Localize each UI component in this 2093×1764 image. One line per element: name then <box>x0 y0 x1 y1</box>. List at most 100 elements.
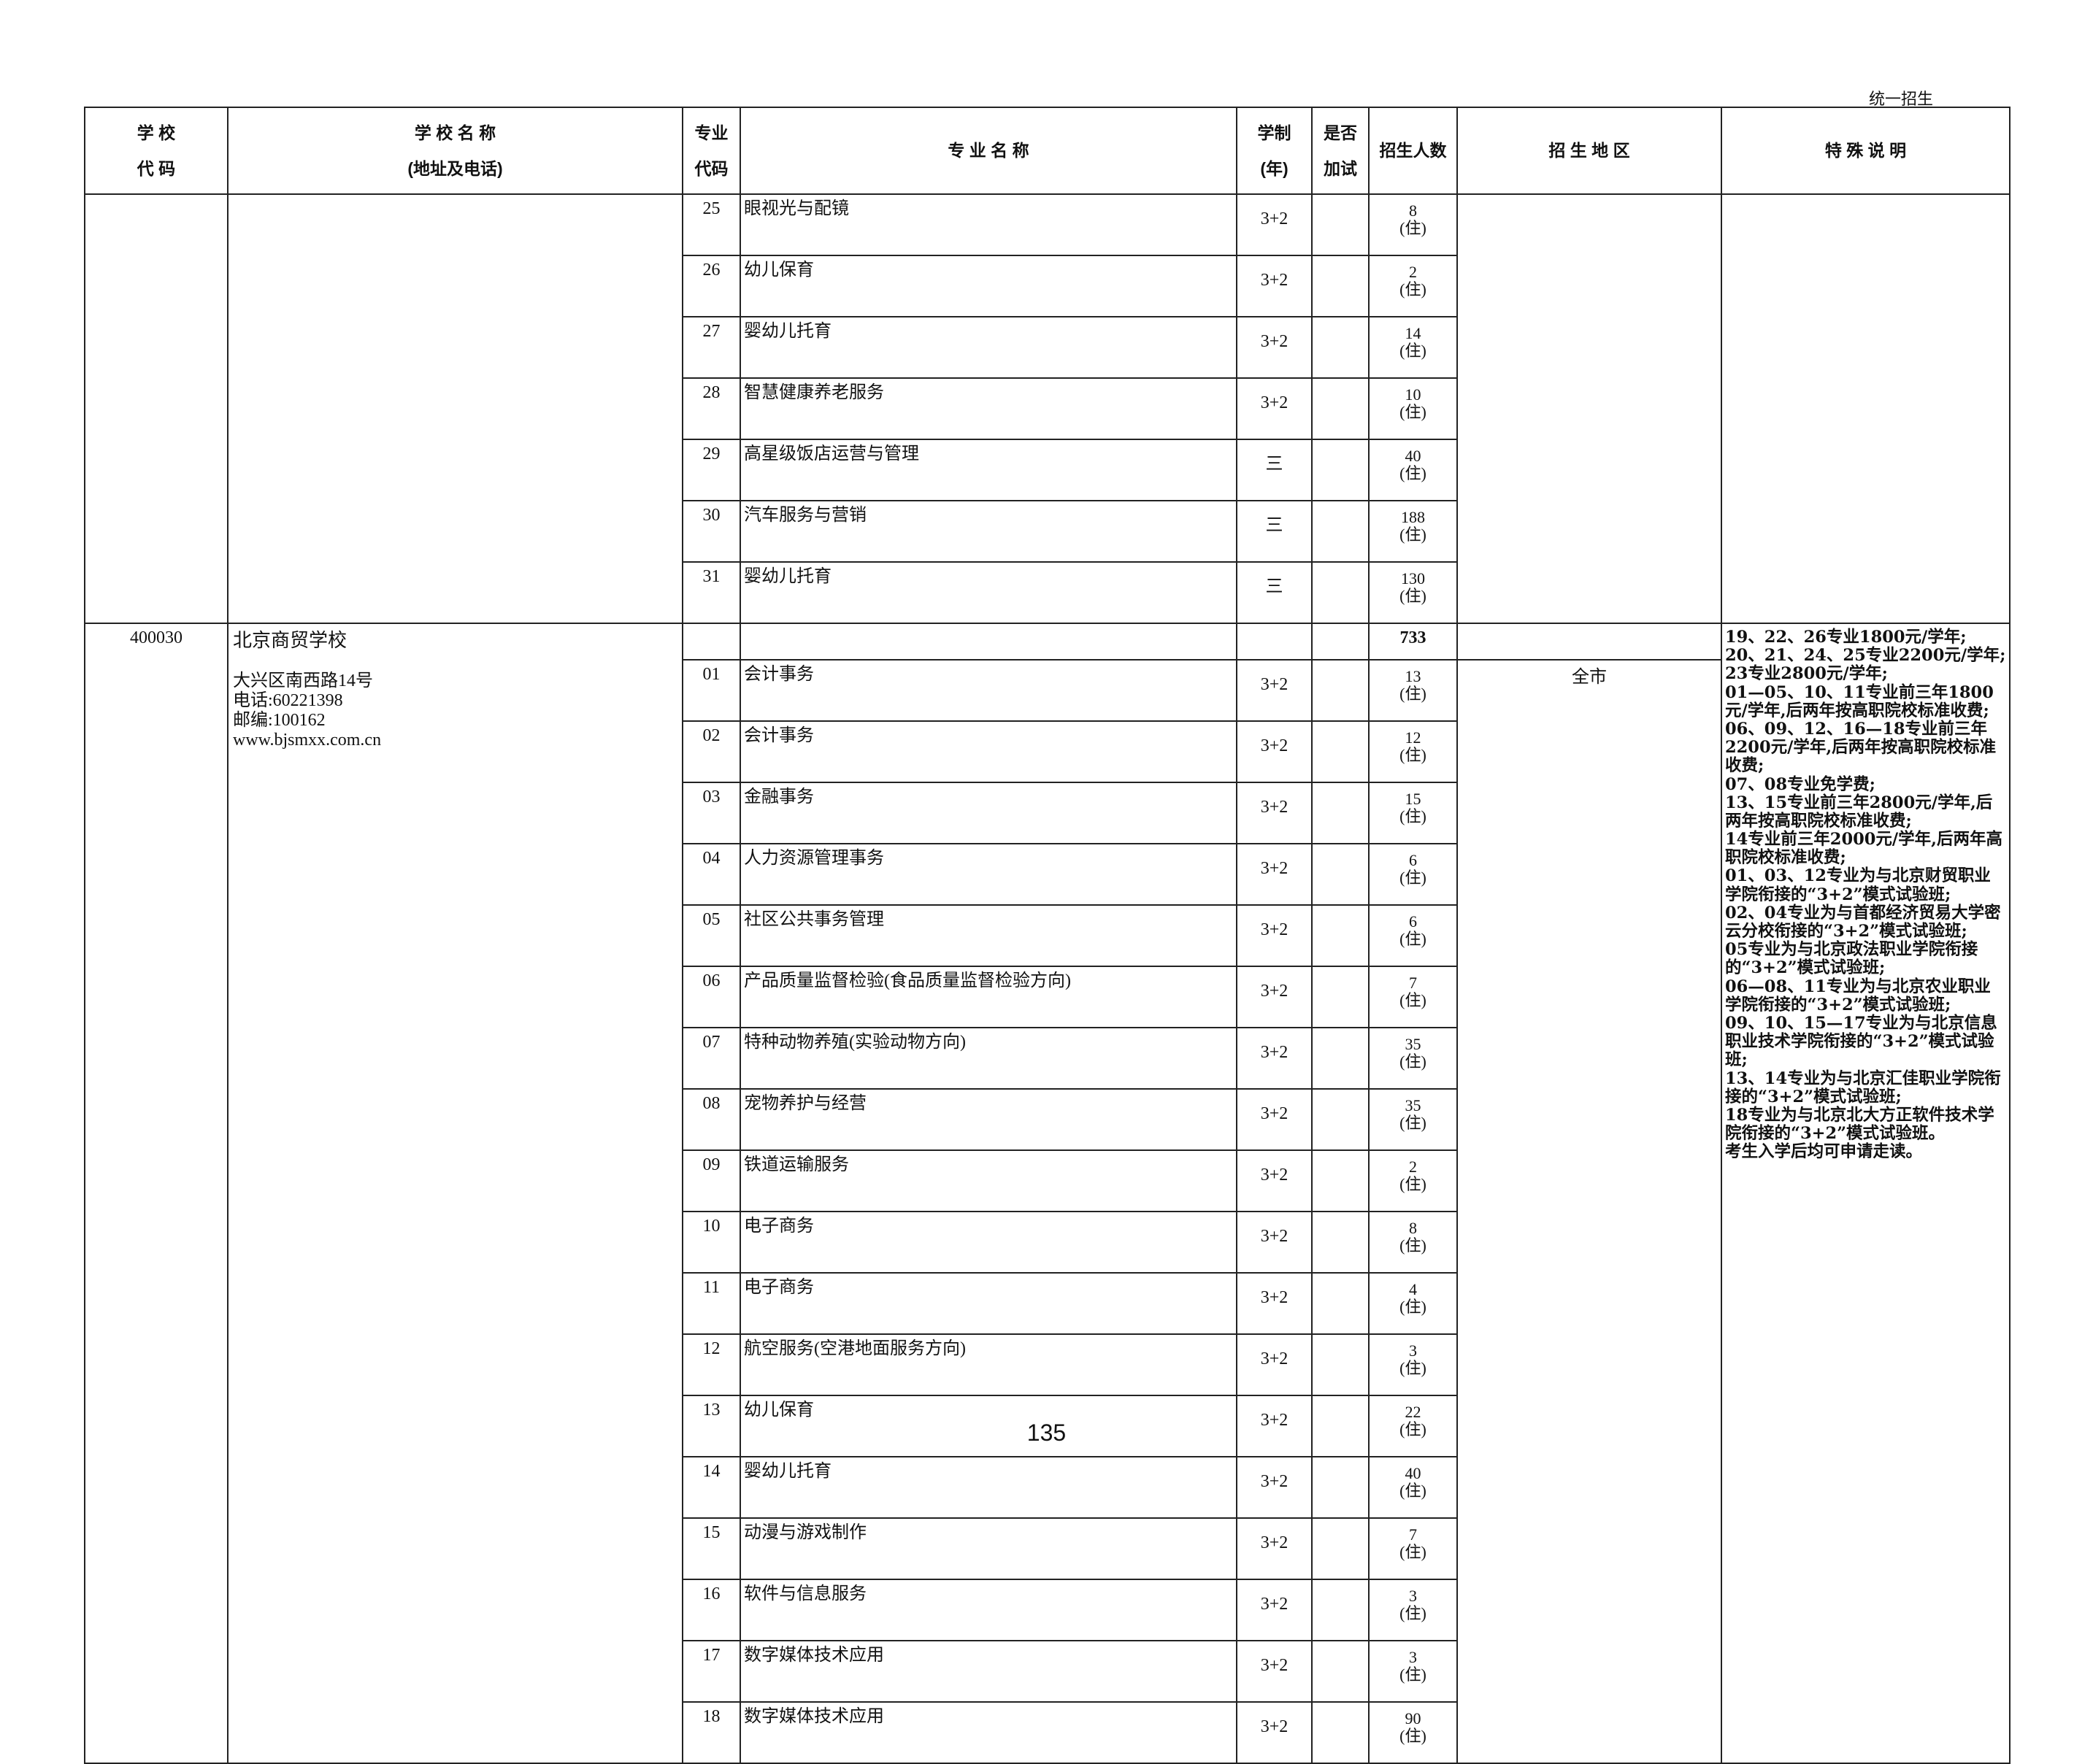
extra-test <box>1311 500 1370 563</box>
major-name: 电子商务 <box>740 1272 1237 1335</box>
header-major-code: 专业 代码 <box>682 107 741 195</box>
enrollment-region: 全市 <box>1456 659 1722 1764</box>
extra-test <box>1311 1088 1370 1151</box>
boarding-mark: (住) <box>1399 745 1426 764</box>
major-name: 社区公共事务管理 <box>740 904 1237 967</box>
duration: 3+2 <box>1236 1149 1313 1212</box>
major-name: 产品质量监督检验(食品质量监督检验方向) <box>740 966 1237 1028</box>
note-line: 18专业为与北京北大方正软件技术学院衔接的“3+2”模式试验班。 <box>1725 1105 1994 1144</box>
major-name: 幼儿保育 <box>740 255 1237 317</box>
boarding-mark: (住) <box>1399 341 1426 360</box>
major-name: 婴幼儿托育 <box>740 561 1237 624</box>
duration: 3+2 <box>1236 1640 1313 1703</box>
header-major-name: 专 业 名 称 <box>740 107 1237 195</box>
note-line: 07、08专业免学费; <box>1725 774 1875 794</box>
quota-count: 15 <box>1405 790 1421 808</box>
quota-count: 188 <box>1401 508 1425 526</box>
major-code: 30 <box>682 500 741 563</box>
boarding-mark: (住) <box>1399 1236 1426 1255</box>
quota: 4 (住) <box>1368 1272 1458 1335</box>
major-code: 07 <box>682 1027 741 1090</box>
boarding-mark: (住) <box>1399 1603 1426 1622</box>
quota: 15 (住) <box>1368 782 1458 844</box>
major-code: 13 <box>682 1395 741 1457</box>
school-postcode: 邮编:100162 <box>233 710 326 730</box>
table-row: 05 社区公共事务管理 3+2 6 (住) <box>85 904 2010 967</box>
extra-test <box>1311 439 1370 501</box>
extra-test <box>1311 782 1370 844</box>
quota: 10 (住) <box>1368 377 1458 440</box>
duration: 3+2 <box>1236 904 1313 967</box>
note-line: 20、21、24、25专业2200元/学年; <box>1725 646 2006 666</box>
note-line: 05专业为与北京政法职业学院衔接的“3+2”模式试验班; <box>1725 940 1978 978</box>
school-code-cell <box>84 193 228 624</box>
major-name: 特种动物养殖(实验动物方向) <box>740 1027 1237 1090</box>
header-region: 招 生 地 区 <box>1456 107 1722 195</box>
page-category-label: 统一招生 <box>1869 90 1934 108</box>
table-row: 13 幼儿保育 3+2 22 (住) <box>85 1395 2010 1457</box>
major-name: 数字媒体技术应用 <box>740 1701 1237 1764</box>
header-duration: 学制 (年) <box>1236 107 1313 195</box>
boarding-mark: (住) <box>1399 1113 1426 1132</box>
boarding-mark: (住) <box>1399 1726 1426 1745</box>
quota-count: 12 <box>1405 728 1421 747</box>
major-name: 婴幼儿托育 <box>740 1456 1237 1519</box>
note-line: 01—05、10、11专业前三年1800元/学年,后两年按高职院校标准收费; <box>1725 682 1994 720</box>
table-row: 04 人力资源管理事务 3+2 6 (住) <box>85 843 2010 906</box>
major-code: 27 <box>682 316 741 379</box>
major-name: 电子商务 <box>740 1211 1237 1274</box>
major-code: 05 <box>682 904 741 967</box>
quota: 3 (住) <box>1368 1579 1458 1641</box>
quota: 2 (住) <box>1368 1149 1458 1212</box>
note-line: 13、15专业前三年2800元/学年,后两年按高职院校标准收费; <box>1725 793 1993 831</box>
quota-count: 8 <box>1409 201 1417 220</box>
major-name: 宠物养护与经营 <box>740 1088 1237 1151</box>
quota-count: 40 <box>1405 1464 1421 1482</box>
table-header: 学 校代 码 学 校 名 称 (地址及电话) 专业 代码 专 业 名 称 学制 (年)… <box>84 107 2011 195</box>
extra-test <box>1311 1701 1370 1764</box>
major-name: 眼视光与配镜 <box>740 193 1237 256</box>
quota-count: 3 <box>1409 1341 1417 1360</box>
quota: 35 (住) <box>1368 1027 1458 1090</box>
major-code: 14 <box>682 1456 741 1519</box>
major-code: 03 <box>682 782 741 844</box>
extra-test <box>1311 1149 1370 1212</box>
major-name: 幼儿保育 <box>740 1395 1237 1457</box>
table-row: 03 金融事务 3+2 15 (住) <box>85 782 2010 844</box>
note-line: 02、04专业为与首都经济贸易大学密云分校衔接的“3+2”模式试验班; <box>1725 903 2001 941</box>
page-number: 135 <box>1026 1420 1067 1446</box>
extra-test <box>1311 1640 1370 1703</box>
boarding-mark: (住) <box>1399 868 1426 887</box>
boarding-mark: (住) <box>1399 806 1426 825</box>
duration: 3+2 <box>1236 377 1313 440</box>
quota: 35 (住) <box>1368 1088 1458 1151</box>
quota-count: 90 <box>1405 1709 1421 1728</box>
duration: 3+2 <box>1236 1701 1313 1764</box>
table-row: 29 高星级饭店运营与管理三 40 (住) <box>85 439 2010 501</box>
major-code: 18 <box>682 1701 741 1764</box>
table-row: 02 会计事务 3+2 12 (住) <box>85 720 2010 783</box>
table-row: 09 铁道运输服务 3+2 2 (住) <box>85 1149 2010 1212</box>
extra-test <box>1311 1517 1370 1580</box>
note-line: 23专业2800元/学年; <box>1725 664 1888 684</box>
major-name: 航空服务(空港地面服务方向) <box>740 1333 1237 1396</box>
school-phone: 电话:60221398 <box>233 690 343 710</box>
extra-test <box>1311 623 1370 660</box>
quota: 2 (住) <box>1368 255 1458 317</box>
duration: 3+2 <box>1236 1456 1313 1519</box>
header-extra-test: 是否 加试 <box>1311 107 1370 195</box>
major-code <box>682 623 741 660</box>
boarding-mark: (住) <box>1399 1481 1426 1500</box>
extra-test <box>1311 1579 1370 1641</box>
extra-test <box>1311 720 1370 783</box>
note-line: 考生入学后均可申请走读。 <box>1725 1142 1923 1162</box>
major-name: 人力资源管理事务 <box>740 843 1237 906</box>
quota-count: 14 <box>1405 324 1421 342</box>
extra-test <box>1311 316 1370 379</box>
major-name: 动漫与游戏制作 <box>740 1517 1237 1580</box>
quota-count: 10 <box>1405 385 1421 404</box>
note-line: 19、22、26专业1800元/学年; <box>1725 628 1967 647</box>
school-code: 400030 <box>84 623 228 1764</box>
extra-test <box>1311 1027 1370 1090</box>
duration: 3+2 <box>1236 316 1313 379</box>
